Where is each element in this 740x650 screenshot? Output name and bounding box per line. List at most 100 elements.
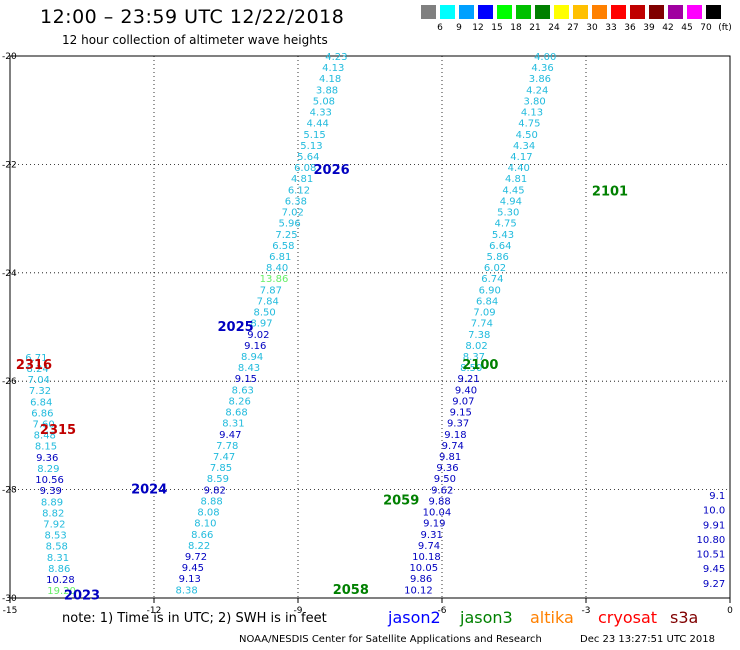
- swh-value: 4.00: [534, 52, 556, 63]
- x-tick-label: -9: [294, 606, 303, 616]
- swh-value: 6.71: [25, 353, 47, 364]
- swh-value: 8.26: [229, 396, 251, 407]
- swh-value: 8.43: [238, 363, 260, 374]
- scale-swatch-24: [554, 5, 569, 19]
- swh-value: 7.74: [471, 319, 493, 330]
- swh-value: 8.31: [222, 419, 244, 430]
- swh-value: 9.81: [439, 452, 461, 463]
- swh-value: 6.81: [269, 252, 291, 263]
- swh-value: 7.84: [257, 296, 279, 307]
- scale-label: 36: [624, 23, 636, 33]
- pass-time-label: 2101: [592, 185, 628, 200]
- swh-value: 8.66: [191, 530, 213, 541]
- pass-time-label: 2059: [383, 493, 419, 508]
- swh-value: 8.24: [26, 364, 48, 375]
- swh-value: 13.86: [260, 274, 289, 285]
- swh-value: 5.43: [492, 230, 514, 241]
- swh-value: 9.16: [244, 341, 266, 352]
- swh-value: 4.18: [319, 74, 341, 85]
- swh-value: 8.29: [37, 464, 59, 475]
- swh-value: 5.64: [297, 152, 319, 163]
- swh-value: 9.13: [179, 574, 201, 585]
- swh-value: 9.27: [703, 579, 725, 590]
- swh-value: 3.88: [316, 85, 338, 96]
- scale-swatch-3: [421, 5, 436, 19]
- track-jason2-2023-2026: 4.234.134.183.885.084.334.445.155.135.64…: [176, 52, 348, 596]
- swh-value: 6.64: [489, 241, 511, 252]
- pass-time-label: 2100: [462, 358, 498, 373]
- swh-value: 8.97: [250, 319, 272, 330]
- scale-swatch-15: [497, 5, 512, 19]
- pass-time-label: 2023: [64, 588, 100, 603]
- credit-line: NOAA/NESDIS Center for Satellite Applica…: [239, 634, 542, 645]
- swh-value: 10.04: [423, 508, 452, 519]
- scale-label: 45: [681, 23, 693, 33]
- swh-value: 8.86: [48, 564, 70, 575]
- swh-value: 4.13: [322, 63, 344, 74]
- y-tick-label: -26: [2, 377, 17, 387]
- y-tick-label: -28: [2, 486, 17, 496]
- swh-value: 9.88: [428, 496, 450, 507]
- swh-value: 5.96: [278, 219, 300, 230]
- swh-value: 9.45: [182, 563, 204, 574]
- track-right-edge: 9.1 10.0 9.91 10.80 10.51 9.45 9.27: [697, 491, 726, 590]
- swh-value: 4.34: [513, 141, 535, 152]
- y-tick-label: -30: [2, 594, 17, 604]
- scale-label: 70: [700, 23, 712, 33]
- swh-value: 9.74: [442, 441, 464, 452]
- swh-value: 6.84: [30, 397, 52, 408]
- scale-swatch-27: [573, 5, 588, 19]
- swh-value: 4.36: [531, 63, 553, 74]
- scale-swatch-42: [668, 5, 683, 19]
- swh-value: 8.59: [207, 474, 229, 485]
- scale-label: 30: [586, 23, 598, 33]
- swh-value: 8.10: [194, 519, 216, 530]
- pass-time-label: 2315: [40, 423, 76, 438]
- swh-value: 10.56: [35, 475, 64, 486]
- swh-value: 8.15: [35, 442, 57, 453]
- swh-value: 8.53: [44, 531, 66, 542]
- swh-value: 4.33: [310, 108, 332, 119]
- swh-value: 8.08: [197, 508, 219, 519]
- swh-value: 7.78: [216, 441, 238, 452]
- swh-value: 4.13: [521, 108, 543, 119]
- swh-value: 9.40: [455, 385, 477, 396]
- timestamp: Dec 23 13:27:51 UTC 2018: [580, 634, 715, 645]
- swh-value: 7.47: [213, 452, 235, 463]
- swh-value: 9.62: [431, 485, 453, 496]
- swh-value: 4.50: [516, 130, 538, 141]
- swh-value: 4.44: [307, 119, 329, 130]
- swh-value: 4.23: [325, 52, 347, 63]
- plot-frame: [9, 55, 731, 599]
- swh-value: 7.38: [468, 330, 490, 341]
- page-subtitle: 12 hour collection of altimeter wave hei…: [62, 33, 328, 47]
- swh-value: 10.80: [697, 535, 726, 546]
- swh-value: 4.24: [526, 85, 548, 96]
- swh-value: 6.74: [481, 274, 503, 285]
- x-tick-label: -6: [438, 606, 447, 616]
- y-tick-label: -24: [2, 269, 17, 279]
- swh-value: 6.90: [479, 285, 501, 296]
- scale-label: 15: [491, 23, 503, 33]
- swh-value: 5.08: [313, 96, 335, 107]
- satellite-legend-cryosat: cryosat: [598, 608, 658, 627]
- scale-swatch-39: [649, 5, 664, 19]
- y-tick-label: -20: [2, 52, 17, 62]
- swh-value: 9.31: [421, 530, 443, 541]
- scale-unit: (ft): [718, 23, 732, 33]
- swh-value: 9.19: [423, 519, 445, 530]
- swh-value: 7.02: [282, 208, 304, 219]
- swh-value: 4.81: [505, 174, 527, 185]
- swh-value: 9.86: [410, 574, 432, 585]
- swh-value: 9.18: [444, 430, 466, 441]
- swh-value: 9.36: [436, 463, 458, 474]
- swh-value: 9.45: [703, 564, 725, 575]
- swh-value: 7.25: [275, 230, 297, 241]
- swh-value: 4.40: [508, 163, 530, 174]
- x-tick-label: -12: [147, 606, 162, 616]
- swh-value: 4.75: [518, 119, 540, 130]
- swh-value: 9.21: [458, 374, 480, 385]
- swh-value: 5.86: [487, 252, 509, 263]
- swh-value: 9.1: [709, 491, 725, 502]
